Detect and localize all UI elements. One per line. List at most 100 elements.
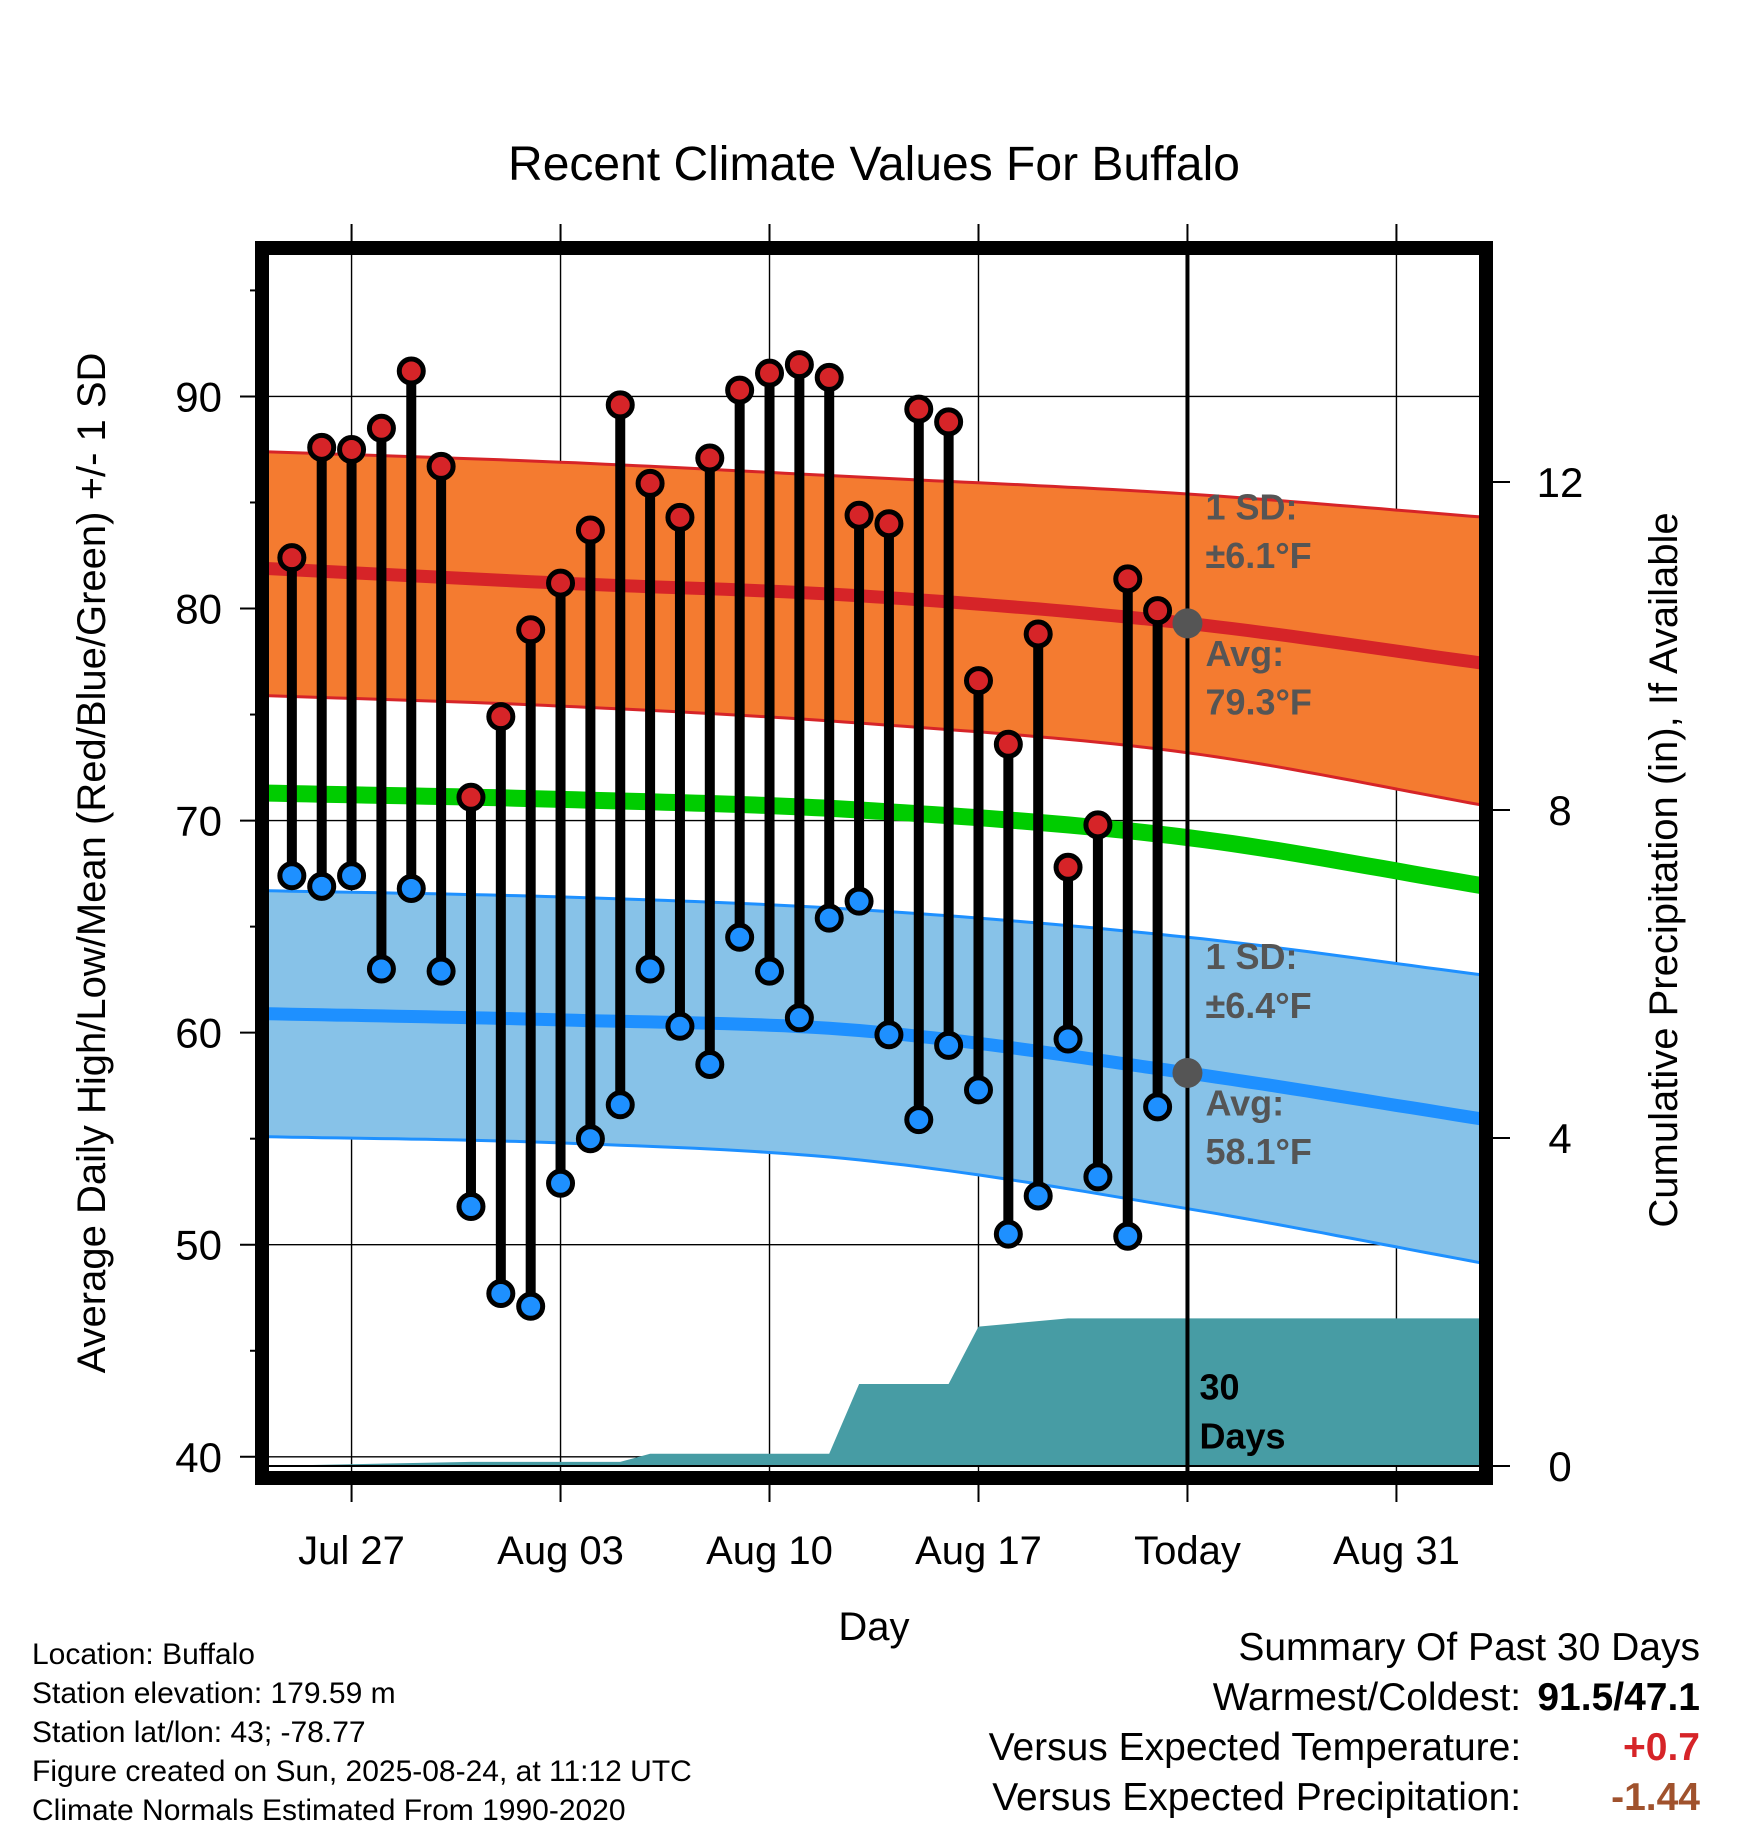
high-sd-band xyxy=(262,451,1486,806)
x-tick-label: Aug 31 xyxy=(1333,1529,1460,1573)
left-tick-label: 90 xyxy=(175,373,222,420)
plot-frame xyxy=(255,241,1493,1485)
info-latlon: Station lat/lon: 43; -78.77 xyxy=(32,1716,366,1749)
daily-low-point xyxy=(993,1219,1023,1249)
high-upper-edge xyxy=(261,450,1487,519)
daily-bars xyxy=(277,350,1173,1321)
warm-cold-label: Warmest/Coldest: xyxy=(1212,1676,1522,1719)
high-avg-label: Avg: xyxy=(1205,633,1284,674)
daily-low-point xyxy=(904,1105,934,1135)
daily-low-point xyxy=(814,903,844,933)
daily-high-point xyxy=(307,432,337,462)
daily-low-point xyxy=(486,1279,516,1308)
daily-high-point xyxy=(665,502,695,532)
high-lower-edge xyxy=(261,694,1487,808)
temp-label: Versus Expected Temperature: xyxy=(988,1726,1522,1769)
left-tick-label: 60 xyxy=(175,1010,222,1057)
daily-high-point xyxy=(874,509,904,539)
summary-warm-cold: Warmest/Coldest: 91.5/47.1 xyxy=(989,1673,1700,1723)
left-tick-label: 70 xyxy=(175,798,222,845)
today-low-avg-marker xyxy=(1172,1057,1203,1088)
daily-low-point xyxy=(1023,1181,1053,1211)
x-axis-label: Day xyxy=(838,1605,909,1649)
daily-low-point xyxy=(784,1003,814,1033)
daily-high-point xyxy=(516,615,546,645)
daily-low-point xyxy=(605,1090,635,1120)
daily-low-point xyxy=(456,1192,486,1222)
daily-high-point xyxy=(755,358,785,388)
low-sd-band xyxy=(262,890,1486,1264)
daily-low-point xyxy=(546,1168,576,1198)
right-tick-label: 12 xyxy=(1537,459,1584,506)
station-info: Location: Buffalo Station elevation: 179… xyxy=(32,1635,692,1830)
left-tick-label: 40 xyxy=(175,1434,222,1481)
daily-low-point xyxy=(277,861,307,891)
daily-low-point xyxy=(396,873,426,903)
daily-low-point xyxy=(635,954,665,984)
daily-high-point xyxy=(546,568,576,598)
normal-high-line xyxy=(261,561,1487,671)
daily-high-point xyxy=(426,451,456,481)
left-axis: 40 50 60 70 80 90 xyxy=(175,289,262,1481)
daily-low-point xyxy=(755,956,785,986)
daily-low-point xyxy=(366,954,396,984)
daily-high-point xyxy=(635,468,665,498)
daily-high-point xyxy=(993,729,1023,759)
precip-label: Versus Expected Precipitation: xyxy=(992,1776,1522,1819)
daily-high-point xyxy=(337,434,367,464)
low-sd-label: 1 SD: xyxy=(1205,936,1297,977)
y2-axis-label: Cumulative Precipitation (in), If Availa… xyxy=(1642,512,1686,1227)
daily-low-point xyxy=(695,1049,725,1079)
summary-panel: Summary Of Past 30 Days Warmest/Coldest:… xyxy=(989,1623,1700,1823)
low-avg-label: Avg: xyxy=(1205,1082,1284,1123)
summary-precip: Versus Expected Precipitation: -1.44 xyxy=(989,1773,1700,1823)
low-sd-value: ±6.4°F xyxy=(1205,985,1311,1026)
x-tick-label: Today xyxy=(1134,1529,1241,1573)
daily-low-point xyxy=(307,871,337,901)
high-avg-value: 79.3°F xyxy=(1205,682,1311,723)
daily-high-point xyxy=(575,515,605,545)
daily-high-point xyxy=(814,362,844,392)
precip-area xyxy=(262,1318,1486,1466)
daily-high-point xyxy=(1023,619,1053,649)
daily-high-point xyxy=(366,413,396,443)
left-tick-label: 80 xyxy=(175,586,222,633)
daily-high-point xyxy=(844,500,874,530)
info-created: Figure created on Sun, 2025-08-24, at 11… xyxy=(32,1755,692,1788)
right-tick-label: 4 xyxy=(1548,1115,1571,1162)
precip-value: -1.44 xyxy=(1611,1776,1700,1819)
y-axis-label: Average Daily High/Low/Mean (Red/Blue/Gr… xyxy=(70,353,114,1374)
daily-low-point xyxy=(1053,1024,1083,1054)
chart-title: Recent Climate Values For Buffalo xyxy=(508,138,1240,191)
daily-high-point xyxy=(396,356,426,386)
x-tick-label: Jul 27 xyxy=(298,1529,405,1573)
info-normals: Climate Normals Estimated From 1990-2020 xyxy=(32,1794,626,1827)
daily-high-point xyxy=(605,390,635,420)
daily-low-point xyxy=(426,956,456,986)
daily-low-point xyxy=(1143,1092,1173,1122)
daily-high-point xyxy=(456,782,486,812)
right-tick-label: 8 xyxy=(1548,787,1571,834)
daily-low-point xyxy=(1113,1221,1143,1251)
right-tick-label: 0 xyxy=(1548,1443,1571,1490)
daily-low-point xyxy=(934,1030,964,1060)
daily-high-point xyxy=(1143,596,1173,626)
daily-high-point xyxy=(695,443,725,473)
precip-days-number: 30 xyxy=(1199,1367,1239,1408)
summary-title: Summary Of Past 30 Days xyxy=(1238,1626,1700,1669)
daily-high-point xyxy=(784,350,814,380)
daily-low-point xyxy=(575,1124,605,1154)
daily-low-point xyxy=(963,1075,993,1105)
warm-cold-value: 91.5/47.1 xyxy=(1537,1676,1700,1719)
daily-low-point xyxy=(337,861,367,891)
daily-low-point xyxy=(725,922,755,952)
daily-low-point xyxy=(1083,1162,1113,1192)
daily-low-point xyxy=(844,886,874,916)
info-location: Location: Buffalo xyxy=(32,1638,255,1671)
daily-high-point xyxy=(1113,564,1143,594)
today-high-avg-marker xyxy=(1172,608,1203,639)
precip-days-label: Days xyxy=(1199,1415,1285,1456)
daily-high-point xyxy=(1053,852,1083,882)
